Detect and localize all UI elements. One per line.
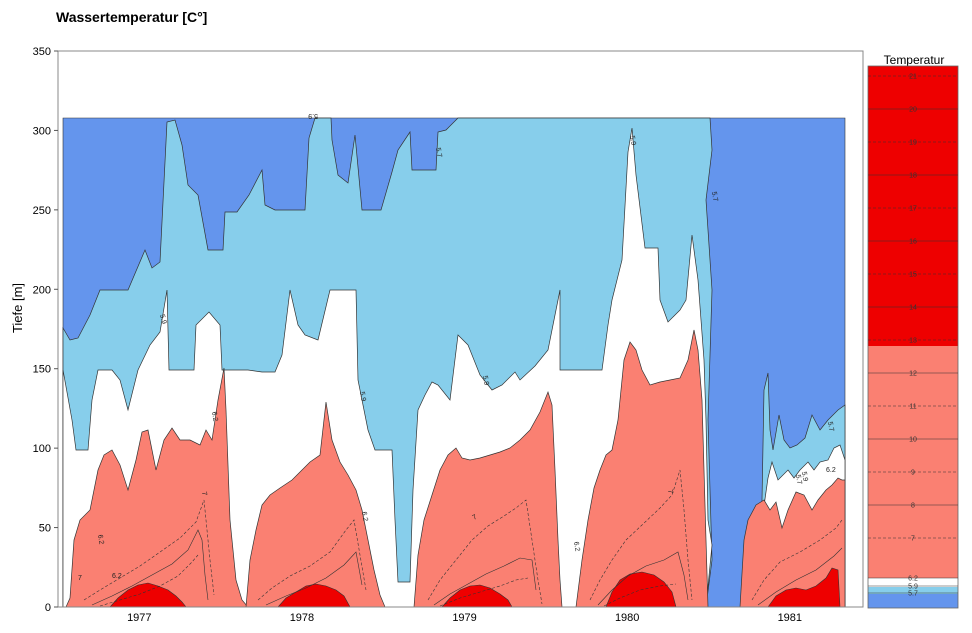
contour-line-1981-b xyxy=(757,547,843,606)
contour-label: 7 xyxy=(666,489,674,494)
contour-label: 5.9 xyxy=(481,375,490,386)
x-tick-label: 1978 xyxy=(290,612,314,624)
legend-red-segment xyxy=(868,66,958,346)
legend-lightblue-segment xyxy=(868,587,958,594)
contour-label: 5.7 xyxy=(710,191,719,202)
band-above-13-e xyxy=(767,567,841,608)
y-tick-label: 0 xyxy=(45,602,51,614)
contour-label: 6.2 xyxy=(360,511,369,522)
legend-level-label: 18 xyxy=(909,173,917,180)
legend-salmon-segment xyxy=(868,346,958,578)
band-6-2-to-13-c xyxy=(413,390,563,608)
band-6-2-to-13-d xyxy=(575,329,709,608)
legend-level-label: 15 xyxy=(909,272,917,279)
legend-level-label: 14 xyxy=(909,305,917,312)
contour-label: 5.7 xyxy=(794,474,803,485)
contour-line-1978-b xyxy=(265,551,363,606)
x-axis: 1977 1978 1979 1980 1981 xyxy=(127,612,802,624)
contour-label: 6.2 xyxy=(112,573,122,580)
legend-level-label: 20 xyxy=(909,107,917,114)
contour-line-1978-a xyxy=(257,519,367,601)
contour-label: 5.7 xyxy=(434,147,443,158)
band-above-13-a xyxy=(109,582,187,608)
contour-line-1980-b xyxy=(597,551,689,606)
contour-line-1979-b xyxy=(433,557,537,606)
legend-level-label: 11 xyxy=(909,404,916,411)
x-tick-label: 1980 xyxy=(615,612,639,624)
inner-contour-lines xyxy=(83,469,843,607)
contour-label: 5.9 xyxy=(800,471,809,482)
legend-level-label: 10 xyxy=(909,437,917,444)
contour-label: 6.2 xyxy=(210,411,219,422)
band-above-13-c xyxy=(441,584,513,608)
legend-blue-segment xyxy=(868,594,958,608)
legend-white-segment xyxy=(868,578,958,587)
y-axis: 0 50 100 150 200 250 300 350 xyxy=(33,46,58,614)
contour-label: 5.9 xyxy=(358,391,367,402)
y-tick-label: 150 xyxy=(33,364,51,376)
legend-level-label: 6.2 xyxy=(908,576,918,583)
legend-level-label: 17 xyxy=(909,206,917,213)
legend-level-label: 21 xyxy=(909,74,917,81)
legend-level-label: 7 xyxy=(911,536,915,543)
y-tick-label: 300 xyxy=(33,125,51,137)
legend-level-label: 13 xyxy=(909,338,917,345)
legend-level-label: 8 xyxy=(911,503,915,510)
x-tick-label: 1977 xyxy=(127,612,151,624)
contour-label: 5.9 xyxy=(628,135,637,146)
contour-label: 7 xyxy=(472,514,479,522)
band-6-2-to-13-b xyxy=(245,401,386,608)
legend-level-label: 19 xyxy=(909,140,917,147)
legend-level-label: 16 xyxy=(909,239,917,246)
contour-label: 5.9 xyxy=(158,314,167,325)
y-tick-label: 100 xyxy=(33,443,51,455)
legend-title: Temperatur xyxy=(883,53,945,67)
chart-title: Wassertemperatur [C°] xyxy=(56,9,208,25)
legend-colorbar: 21 20 19 18 17 16 15 14 13 12 11 10 9 8 7 6.25.95.7 xyxy=(867,65,959,609)
y-tick-label: 50 xyxy=(39,523,51,535)
plot-frame xyxy=(57,50,864,608)
band-6-2-to-13-e xyxy=(739,477,846,608)
legend-level-label: 5.9 xyxy=(908,584,918,591)
legend-level-label: 12 xyxy=(909,371,917,378)
legend-level-label: 5.7 xyxy=(908,591,918,598)
contour-line-1980-a xyxy=(589,469,693,601)
legend-level-label: 9 xyxy=(911,470,915,477)
contour-line-1979-a xyxy=(427,499,543,605)
contour-label: 6.2 xyxy=(96,534,105,545)
y-tick-label: 350 xyxy=(33,46,51,58)
contour-label: 5.9 xyxy=(308,112,318,119)
x-tick-label: 1979 xyxy=(452,612,476,624)
contour-line-1977-c xyxy=(99,554,199,607)
y-tick-label: 200 xyxy=(33,284,51,296)
contour-label: 7 xyxy=(200,491,208,496)
band-above-13-b xyxy=(277,583,351,608)
contour-labels: 5.9 5.9 5.7 5.9 6.2 6.2 7 7 6.2 5.7 7 5.… xyxy=(78,112,836,582)
y-tick-label: 250 xyxy=(33,205,51,217)
contour-label: 5.7 xyxy=(826,421,835,432)
contour-label: 6.2 xyxy=(572,541,581,552)
contour-line-1979-c xyxy=(439,577,529,607)
contour-line-1977-b xyxy=(91,529,209,606)
contour-bands xyxy=(62,117,846,608)
contour-label: 6.2 xyxy=(826,467,836,474)
contour-line-1980-c xyxy=(603,583,677,607)
x-tick-label: 1981 xyxy=(778,612,802,624)
contour-label: 7 xyxy=(78,575,82,582)
legend-frame xyxy=(867,65,959,609)
